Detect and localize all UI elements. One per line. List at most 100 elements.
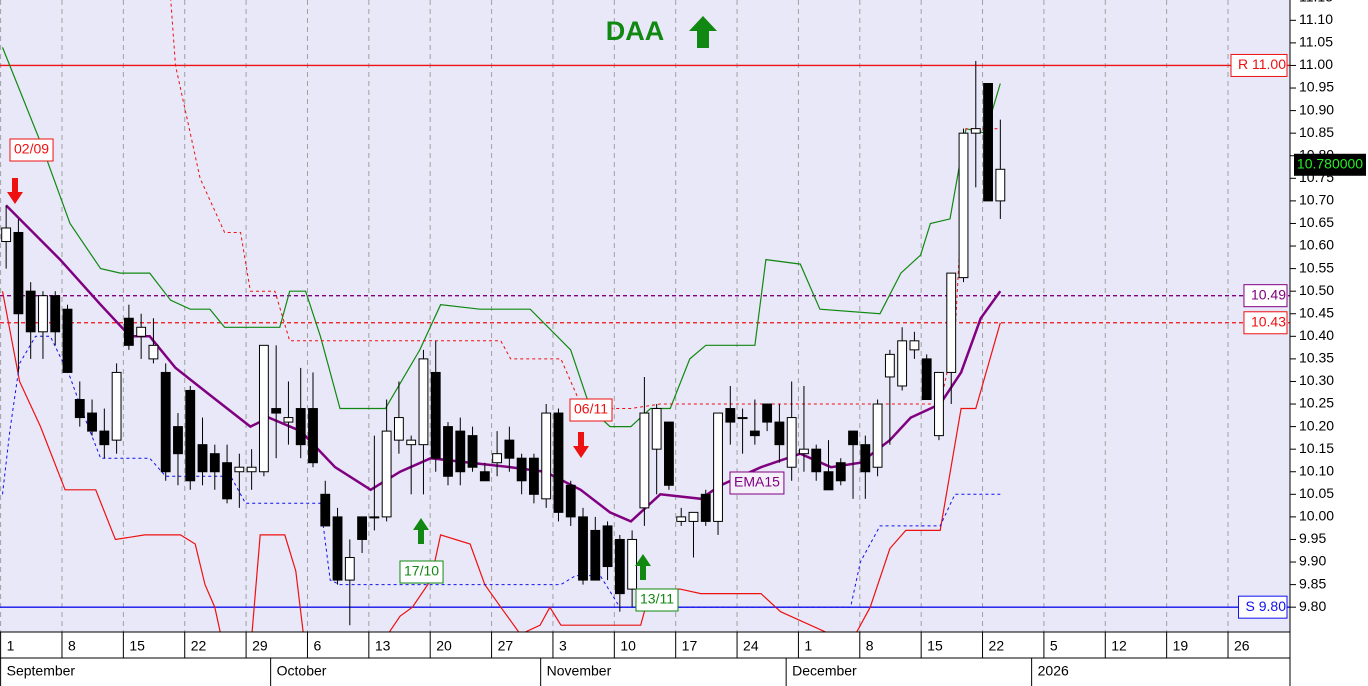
candle-body — [725, 408, 736, 423]
x-tick-label: 1 — [804, 638, 812, 654]
candle-body — [467, 435, 478, 468]
month-label: December — [792, 663, 857, 679]
x-tick-label: 15 — [927, 638, 943, 654]
line-label-box — [729, 471, 785, 495]
candle-body — [897, 340, 908, 387]
indicator-line — [1, 47, 1001, 428]
level-label-box — [1238, 595, 1288, 619]
candle-body — [357, 516, 368, 540]
candle-body — [38, 295, 48, 333]
candle-body — [737, 417, 748, 420]
y-tick-label: 10.45 — [1299, 304, 1334, 320]
x-tick-label: 27 — [498, 638, 514, 654]
x-tick-label: 8 — [68, 638, 76, 654]
candle-body — [87, 412, 97, 432]
candle-body — [148, 344, 159, 360]
annotation-box — [569, 398, 613, 422]
candle-body — [713, 412, 723, 522]
candle-body — [639, 412, 650, 509]
candle-body — [676, 516, 687, 522]
candle-body — [553, 412, 564, 513]
x-tick-label: 15 — [129, 638, 145, 654]
x-tick-label: 3 — [559, 638, 567, 654]
annotation-box — [399, 560, 444, 584]
y-tick-label: 9.90 — [1299, 553, 1326, 569]
y-tick-label: 10.95 — [1299, 79, 1334, 95]
x-tick-label: 6 — [313, 638, 321, 654]
annotation-label: 02/09 — [14, 141, 49, 157]
x-tick-label: 29 — [252, 638, 268, 654]
level-label: 10.43 — [1251, 313, 1286, 329]
y-tick-label: 10.50 — [1299, 282, 1334, 298]
candle-body — [332, 516, 343, 581]
candle-body — [688, 511, 699, 522]
candle-body — [160, 371, 171, 473]
x-tick-label: 17 — [682, 638, 698, 654]
x-tick-label: 13 — [375, 638, 391, 654]
month-label: 2026 — [1038, 663, 1069, 679]
y-tick-label: 9.95 — [1299, 530, 1326, 546]
last-price-label: 10.780000 — [1297, 155, 1363, 171]
candle-body — [111, 371, 122, 441]
candle-body — [25, 290, 36, 333]
x-tick-label: 22 — [191, 638, 207, 654]
candle-body — [344, 557, 355, 581]
candle-body — [246, 466, 257, 473]
candle-body — [884, 353, 895, 378]
candle-body — [1, 227, 12, 243]
month-label: September — [7, 663, 76, 679]
y-tick-label: 10.30 — [1299, 372, 1334, 388]
candle-body — [934, 371, 944, 437]
candle-body — [860, 444, 871, 473]
y-tick-label: 10.60 — [1299, 237, 1334, 253]
candle-body — [197, 444, 208, 473]
x-tick-label: 26 — [1234, 638, 1250, 654]
annotation-arrow — [7, 178, 23, 204]
candle-body — [258, 344, 269, 473]
level-label: R 11.00 — [1238, 56, 1286, 72]
candle-body — [455, 430, 466, 473]
y-tick-label: 10.10 — [1299, 462, 1334, 478]
candle-body — [823, 471, 834, 491]
candle-body — [627, 538, 638, 590]
y-tick-label: 10.00 — [1299, 508, 1334, 524]
x-tick-label: 12 — [1111, 638, 1127, 654]
candle-body — [516, 457, 527, 482]
y-tick-label: 10.40 — [1299, 327, 1334, 343]
candle-body — [799, 448, 809, 455]
candle-body — [749, 430, 760, 437]
annotation-box — [9, 138, 54, 162]
candle-body — [848, 430, 858, 446]
annotation-arrow — [635, 554, 651, 580]
candle-body — [418, 358, 429, 446]
x-tick-label: 1 — [7, 638, 15, 654]
candle-body — [774, 421, 785, 446]
candle-body — [565, 484, 576, 518]
candle-body — [835, 462, 846, 482]
candle-body — [99, 430, 110, 446]
y-tick-label: 11.10 — [1299, 11, 1333, 27]
candle-body — [430, 371, 441, 459]
candle-body — [13, 231, 24, 315]
candle-body — [983, 83, 993, 202]
candle-body — [295, 408, 306, 446]
chart-title: DAA — [606, 16, 665, 46]
annotation-box — [635, 588, 679, 612]
candle-body — [123, 317, 134, 346]
candle-body — [209, 453, 220, 473]
x-tick-label: 5 — [1050, 638, 1058, 654]
month-label: November — [547, 663, 612, 679]
annotation-label: 06/11 — [574, 401, 608, 417]
line-label: EMA15 — [734, 474, 780, 490]
candle-body — [590, 529, 601, 581]
x-axis-area — [0, 632, 1290, 686]
candle-body — [958, 132, 969, 279]
candle-body — [222, 462, 232, 500]
y-tick-label: 9.80 — [1299, 598, 1326, 614]
x-tick-label: 20 — [436, 638, 452, 654]
candle-body — [492, 453, 503, 464]
candle-body — [320, 493, 331, 527]
candle-body — [872, 403, 883, 468]
x-tick-label: 19 — [1173, 638, 1189, 654]
